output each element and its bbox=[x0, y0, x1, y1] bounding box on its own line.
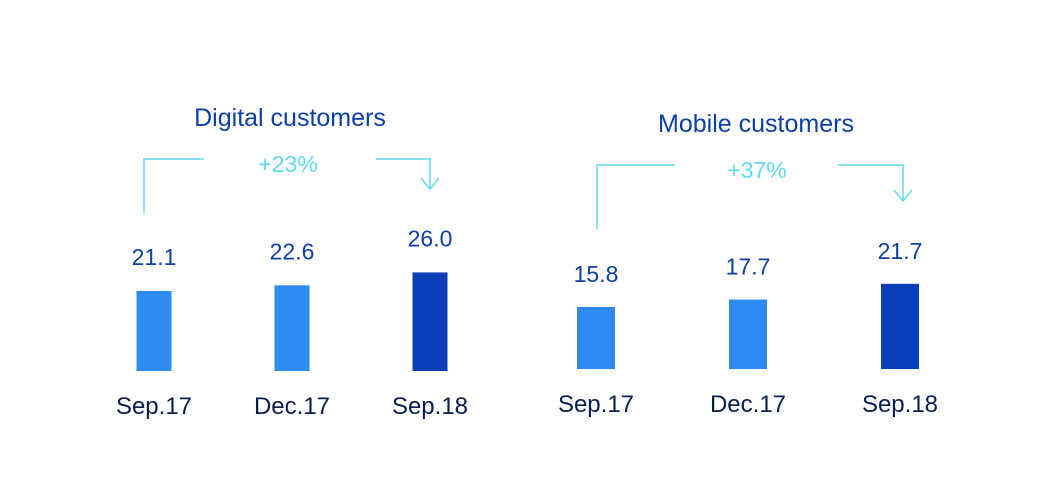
digital-category-label-0: Sep.17 bbox=[116, 393, 192, 420]
digital-growth-arrow bbox=[143, 158, 440, 213]
mobile-growth-arrow bbox=[596, 164, 913, 229]
digital-category-label-2: Sep.18 bbox=[392, 393, 468, 420]
mobile-growth-label: +37% bbox=[727, 157, 786, 183]
digital-chart-title: Digital customers bbox=[194, 104, 386, 132]
digital-bar-2 bbox=[412, 272, 448, 371]
mobile-category-label-2: Sep.18 bbox=[862, 391, 938, 418]
mobile-category-label-1: Dec.17 bbox=[710, 391, 786, 418]
digital-bar-1 bbox=[274, 285, 310, 371]
digital-bar-0 bbox=[136, 291, 172, 371]
digital-value-label-0: 21.1 bbox=[132, 244, 177, 270]
digital-growth-label: +23% bbox=[258, 151, 317, 177]
mobile-value-label-0: 15.8 bbox=[574, 261, 619, 287]
mobile-value-label-1: 17.7 bbox=[726, 254, 771, 280]
mobile-value-label-2: 21.7 bbox=[878, 238, 923, 264]
mobile-bar-2 bbox=[881, 283, 919, 369]
mobile-chart-title: Mobile customers bbox=[658, 110, 854, 138]
mobile-bar-1 bbox=[729, 299, 767, 369]
mobile-bar-0 bbox=[577, 307, 615, 369]
digital-category-label-1: Dec.17 bbox=[254, 393, 330, 420]
digital-value-label-2: 26.0 bbox=[408, 225, 453, 251]
mobile-category-label-0: Sep.17 bbox=[558, 391, 634, 418]
digital-customers-chart: Digital customers +23% 21.1 Sep.17 22.6 Dec… bbox=[116, 104, 468, 420]
digital-value-label-1: 22.6 bbox=[270, 238, 315, 264]
mobile-customers-chart: Mobile customers +37% 15.8 Sep.17 17.7 Dec.… bbox=[558, 110, 938, 418]
